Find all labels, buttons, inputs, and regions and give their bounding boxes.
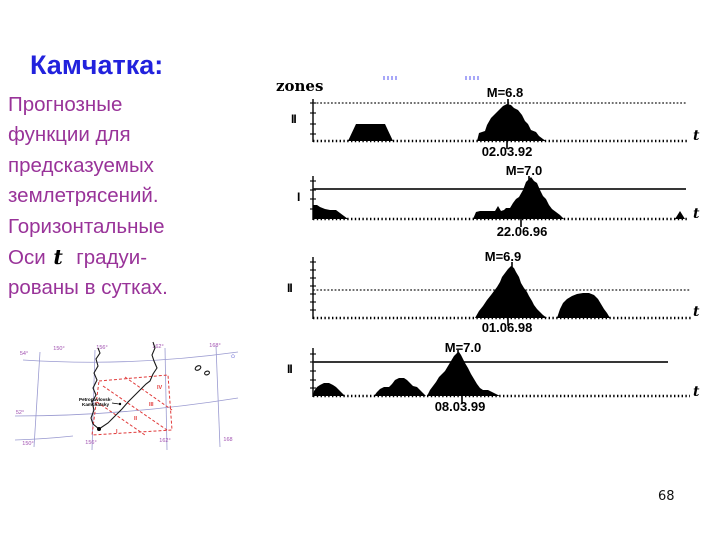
t-axis-label: t (693, 304, 700, 320)
zone-label: I (297, 190, 301, 204)
event-date-label: 08.03.99 (434, 399, 486, 414)
svg-text:156°: 156° (85, 440, 96, 446)
clipped-text-artifact (383, 76, 397, 80)
event-date-label: 01.06.98 (481, 320, 533, 335)
magnitude-label: M=7.0 (505, 163, 543, 178)
description-line: Оси t градуи- (8, 245, 148, 270)
svg-text:IV: IV (157, 385, 163, 391)
epicenter-star-marker: ✩ (230, 353, 235, 360)
svg-text:162°: 162° (152, 344, 163, 350)
slide-title: Камчатка: (30, 50, 164, 80)
svg-text:156°: 156° (96, 345, 107, 351)
svg-text:I: I (116, 429, 118, 435)
city-pointer-dot (118, 402, 122, 406)
event-date-label: 02.03.92 (481, 144, 533, 159)
svg-text:168°: 168° (209, 343, 220, 349)
zone-label: II (291, 112, 297, 126)
kamchatka-zone-map: 150° 156° 162° 168° 150° 156° 162° 168 5… (15, 341, 239, 451)
svg-text:150°: 150° (53, 346, 64, 352)
city-pointer-line (111, 402, 120, 405)
description-line: функции для (8, 123, 131, 147)
magnitude-label: M=6.8 (486, 85, 524, 100)
slide-description: Прогнозные функции для предсказуемых зем… (8, 90, 238, 304)
t-axis-label: t (693, 384, 700, 400)
t-axis-symbol: t (53, 245, 63, 270)
degree-labels: 150° 156° 162° 168° 150° 156° 162° 168 5… (16, 343, 233, 447)
svg-text:III: III (149, 402, 154, 408)
description-line: предсказуемых (8, 153, 154, 177)
zone-label: II (287, 281, 293, 295)
prediction-zone-box (91, 374, 173, 436)
clipped-text-artifact (465, 76, 480, 80)
svg-text:54°: 54° (20, 351, 28, 357)
description-line: Прогнозные (8, 93, 123, 116)
kamchatka-coastline (90, 341, 210, 430)
svg-text:162°: 162° (159, 438, 170, 444)
t-axis-label: t (693, 128, 700, 144)
description-line: рованы в сутках. (8, 276, 168, 300)
event-date-label: 22.06.96 (496, 224, 548, 239)
zone-label: II (287, 362, 293, 376)
page-number: 68 (658, 489, 675, 504)
city-label: Petropavlovsk- Kamchatsky (79, 397, 112, 407)
svg-text:II: II (134, 416, 138, 422)
svg-text:168: 168 (223, 437, 232, 443)
svg-text:Petropavlovsk-: Petropavlovsk- (79, 397, 112, 402)
map-zone-labels: I II III IV (116, 385, 163, 435)
description-line: Горизонтальные (8, 214, 165, 238)
svg-text:52°: 52° (16, 410, 24, 416)
svg-text:150°: 150° (22, 441, 33, 447)
city-point (97, 427, 101, 431)
t-axis-label: t (693, 206, 700, 222)
description-line: землетрясений. (8, 184, 159, 208)
magnitude-label: M=6.9 (484, 249, 522, 264)
magnitude-label: M=7.0 (444, 340, 482, 355)
zones-header: zones (276, 77, 324, 95)
svg-text:Kamchatsky: Kamchatsky (82, 402, 110, 407)
graticule-lines (15, 345, 239, 451)
